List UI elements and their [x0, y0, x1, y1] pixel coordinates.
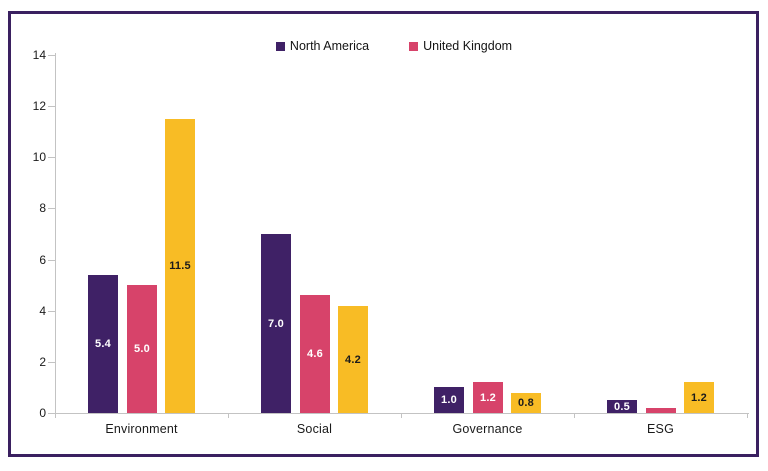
bar-value-label: 4.2: [345, 353, 361, 366]
x-tick: [747, 413, 748, 418]
y-tick: [48, 208, 55, 210]
bar-value-label: 4.6: [307, 348, 323, 360]
bar: 0.5: [607, 400, 637, 413]
x-tick: [574, 413, 575, 418]
y-tick-label: 0: [39, 406, 46, 420]
x-tick: [55, 413, 56, 418]
bar-value-label: 1.2: [691, 391, 707, 404]
legend-swatch-icon: [409, 41, 419, 51]
bar-value-label: 1.2: [480, 391, 496, 404]
y-tick: [48, 106, 55, 108]
bar-value-label: 7.0: [268, 317, 284, 330]
legend-swatch-icon: [275, 41, 285, 51]
bar: 0.8: [511, 393, 541, 413]
y-tick: [48, 361, 55, 363]
y-tick-label: 12: [32, 99, 46, 114]
bar: 11.5: [165, 119, 195, 413]
legend-item: United Kingdom: [409, 39, 512, 53]
x-tick: [401, 413, 402, 418]
bar-value-label: 11.5: [169, 260, 191, 272]
y-tick-label: 8: [39, 201, 46, 216]
bar-value-label: 0.5: [614, 400, 630, 413]
bar: 4.6: [300, 295, 330, 413]
category-label: Social: [296, 422, 333, 436]
bar: 7.0: [261, 234, 291, 413]
chart-frame: [8, 11, 759, 457]
y-tick-label: 4: [39, 303, 46, 318]
y-tick-label: 10: [32, 150, 46, 165]
category-label: Environment: [105, 422, 178, 436]
bar: 4.2: [338, 306, 368, 413]
bar: 1.2: [473, 382, 503, 413]
bar-value-label: 5.4: [95, 338, 111, 350]
y-tick: [48, 310, 55, 312]
legend-item: North America: [275, 39, 370, 53]
y-tick: [48, 259, 55, 261]
bar-value-label: 1.0: [441, 394, 457, 406]
bar-value-label: 0.8: [518, 397, 534, 409]
y-tick-label: 2: [39, 354, 46, 369]
legend-label: United Kingdom: [423, 39, 513, 53]
y-tick: [48, 55, 55, 56]
legend-label: North America: [289, 39, 370, 53]
bar: 5.0: [127, 285, 157, 413]
y-tick-label: 6: [39, 252, 46, 267]
category-label: Governance: [452, 422, 523, 436]
bar: 1.2: [684, 382, 714, 413]
bar: [646, 408, 676, 413]
bar: 5.4: [88, 275, 118, 413]
y-tick: [48, 157, 55, 159]
bar: 1.0: [434, 387, 464, 413]
legend: North America United Kingdom: [10, 39, 768, 53]
y-tick: [48, 413, 55, 414]
x-axis: [55, 413, 749, 414]
y-tick-label: 14: [32, 48, 46, 62]
bar-value-label: 5.0: [134, 343, 150, 355]
y-axis: [55, 53, 56, 413]
x-tick: [228, 413, 229, 418]
category-label: ESG: [647, 422, 674, 436]
